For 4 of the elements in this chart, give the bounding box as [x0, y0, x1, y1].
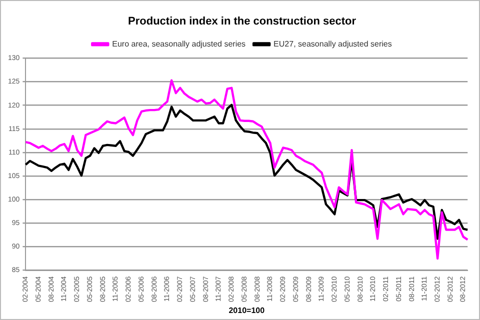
x-axis-title: 2010=100 [228, 306, 266, 316]
chart-title: Production index in the construction sector [128, 16, 357, 28]
legend-label: EU27, seasonally adjusted series [274, 39, 392, 48]
legend-label: Euro area, seasonally adjusted series [112, 39, 246, 48]
